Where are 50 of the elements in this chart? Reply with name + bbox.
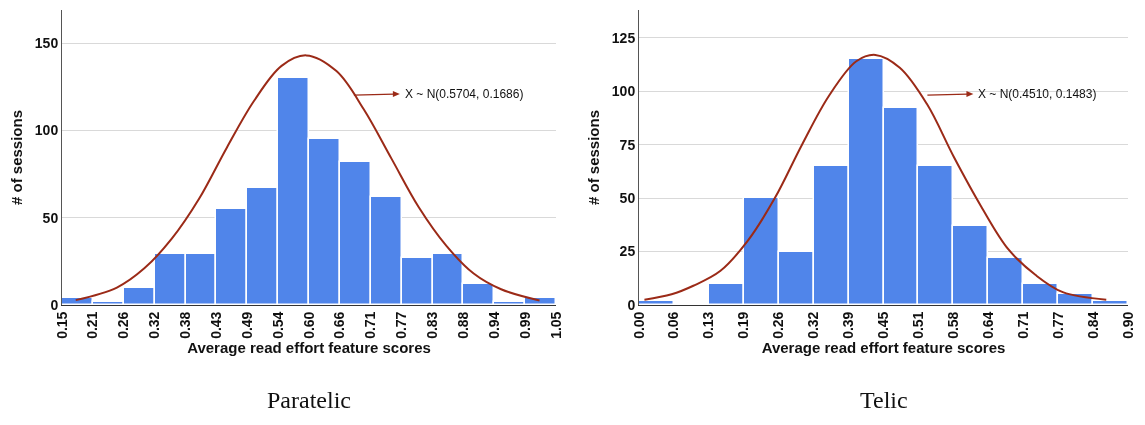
x-tick-label: 0.64 <box>979 311 996 339</box>
x-tick-label: 0.71 <box>1014 311 1031 339</box>
x-tick-label: 0.66 <box>331 311 348 339</box>
x-axis-title: Average read effort feature scores <box>187 338 431 356</box>
x-tick-label: 0.06 <box>665 311 682 339</box>
text: Paratelic <box>267 387 351 413</box>
x-tick-label: 0.00 <box>630 311 647 339</box>
x-tick-label: 0.88 <box>454 311 471 339</box>
x-tick-label: 0.45 <box>875 311 892 339</box>
y-axis-title: # of sessions <box>8 109 26 206</box>
x-tick-label: 0.15 <box>53 311 70 339</box>
x-tick-label: 0.38 <box>177 311 194 339</box>
y-axis-title: # of sessions <box>585 109 603 206</box>
x-tick-label: 0.71 <box>362 311 379 339</box>
y-tick-label: 0 <box>50 296 59 313</box>
x-tick-label: 0.19 <box>735 311 752 339</box>
x-tick-label: 0.32 <box>805 311 822 339</box>
x-tick-label: 0.77 <box>1049 311 1066 339</box>
annotation: X ~ N(0.4510, 0.1483) <box>978 87 1097 101</box>
x-tick-label: 0.39 <box>840 311 857 339</box>
y-tick-label: 0 <box>627 296 636 313</box>
x-tick-label: 0.83 <box>424 311 441 339</box>
x-tick-label: 0.13 <box>700 311 717 339</box>
x-tick-label: 0.77 <box>393 311 410 339</box>
x-tick-label: 1.05 <box>547 311 564 339</box>
x-tick-label: 0.54 <box>269 311 286 339</box>
x-tick-label: 0.90 <box>1119 311 1136 339</box>
x-tick-label: 0.49 <box>238 311 255 339</box>
y-tick-label: 50 <box>42 209 59 226</box>
y-tick-label: 100 <box>611 83 636 100</box>
y-tick-label: 75 <box>619 136 636 153</box>
x-tick-label: 0.26 <box>770 311 787 339</box>
x-tick-label: 0.94 <box>485 311 502 339</box>
y-tick-label: 25 <box>619 243 636 260</box>
x-tick-label: 0.51 <box>909 311 926 339</box>
x-tick-label: 0.58 <box>944 311 961 339</box>
x-tick-label: 0.32 <box>146 311 163 339</box>
y-tick-label: 125 <box>611 29 636 46</box>
x-tick-label: 0.60 <box>300 311 317 339</box>
y-tick-label: 150 <box>34 35 59 52</box>
x-tick-label: 0.26 <box>115 311 132 339</box>
text: Telic <box>860 387 908 413</box>
y-tick-label: 50 <box>619 190 636 207</box>
y-tick-label: 100 <box>34 122 59 139</box>
x-tick-label: 0.84 <box>1084 311 1101 339</box>
x-tick-label: 0.21 <box>84 311 101 339</box>
x-tick-label: 0.43 <box>207 311 224 339</box>
x-tick-label: 0.99 <box>516 311 533 339</box>
x-axis-title: Average read effort feature scores <box>761 338 1006 356</box>
annotation: X ~ N(0.5704, 0.1686) <box>405 87 524 101</box>
